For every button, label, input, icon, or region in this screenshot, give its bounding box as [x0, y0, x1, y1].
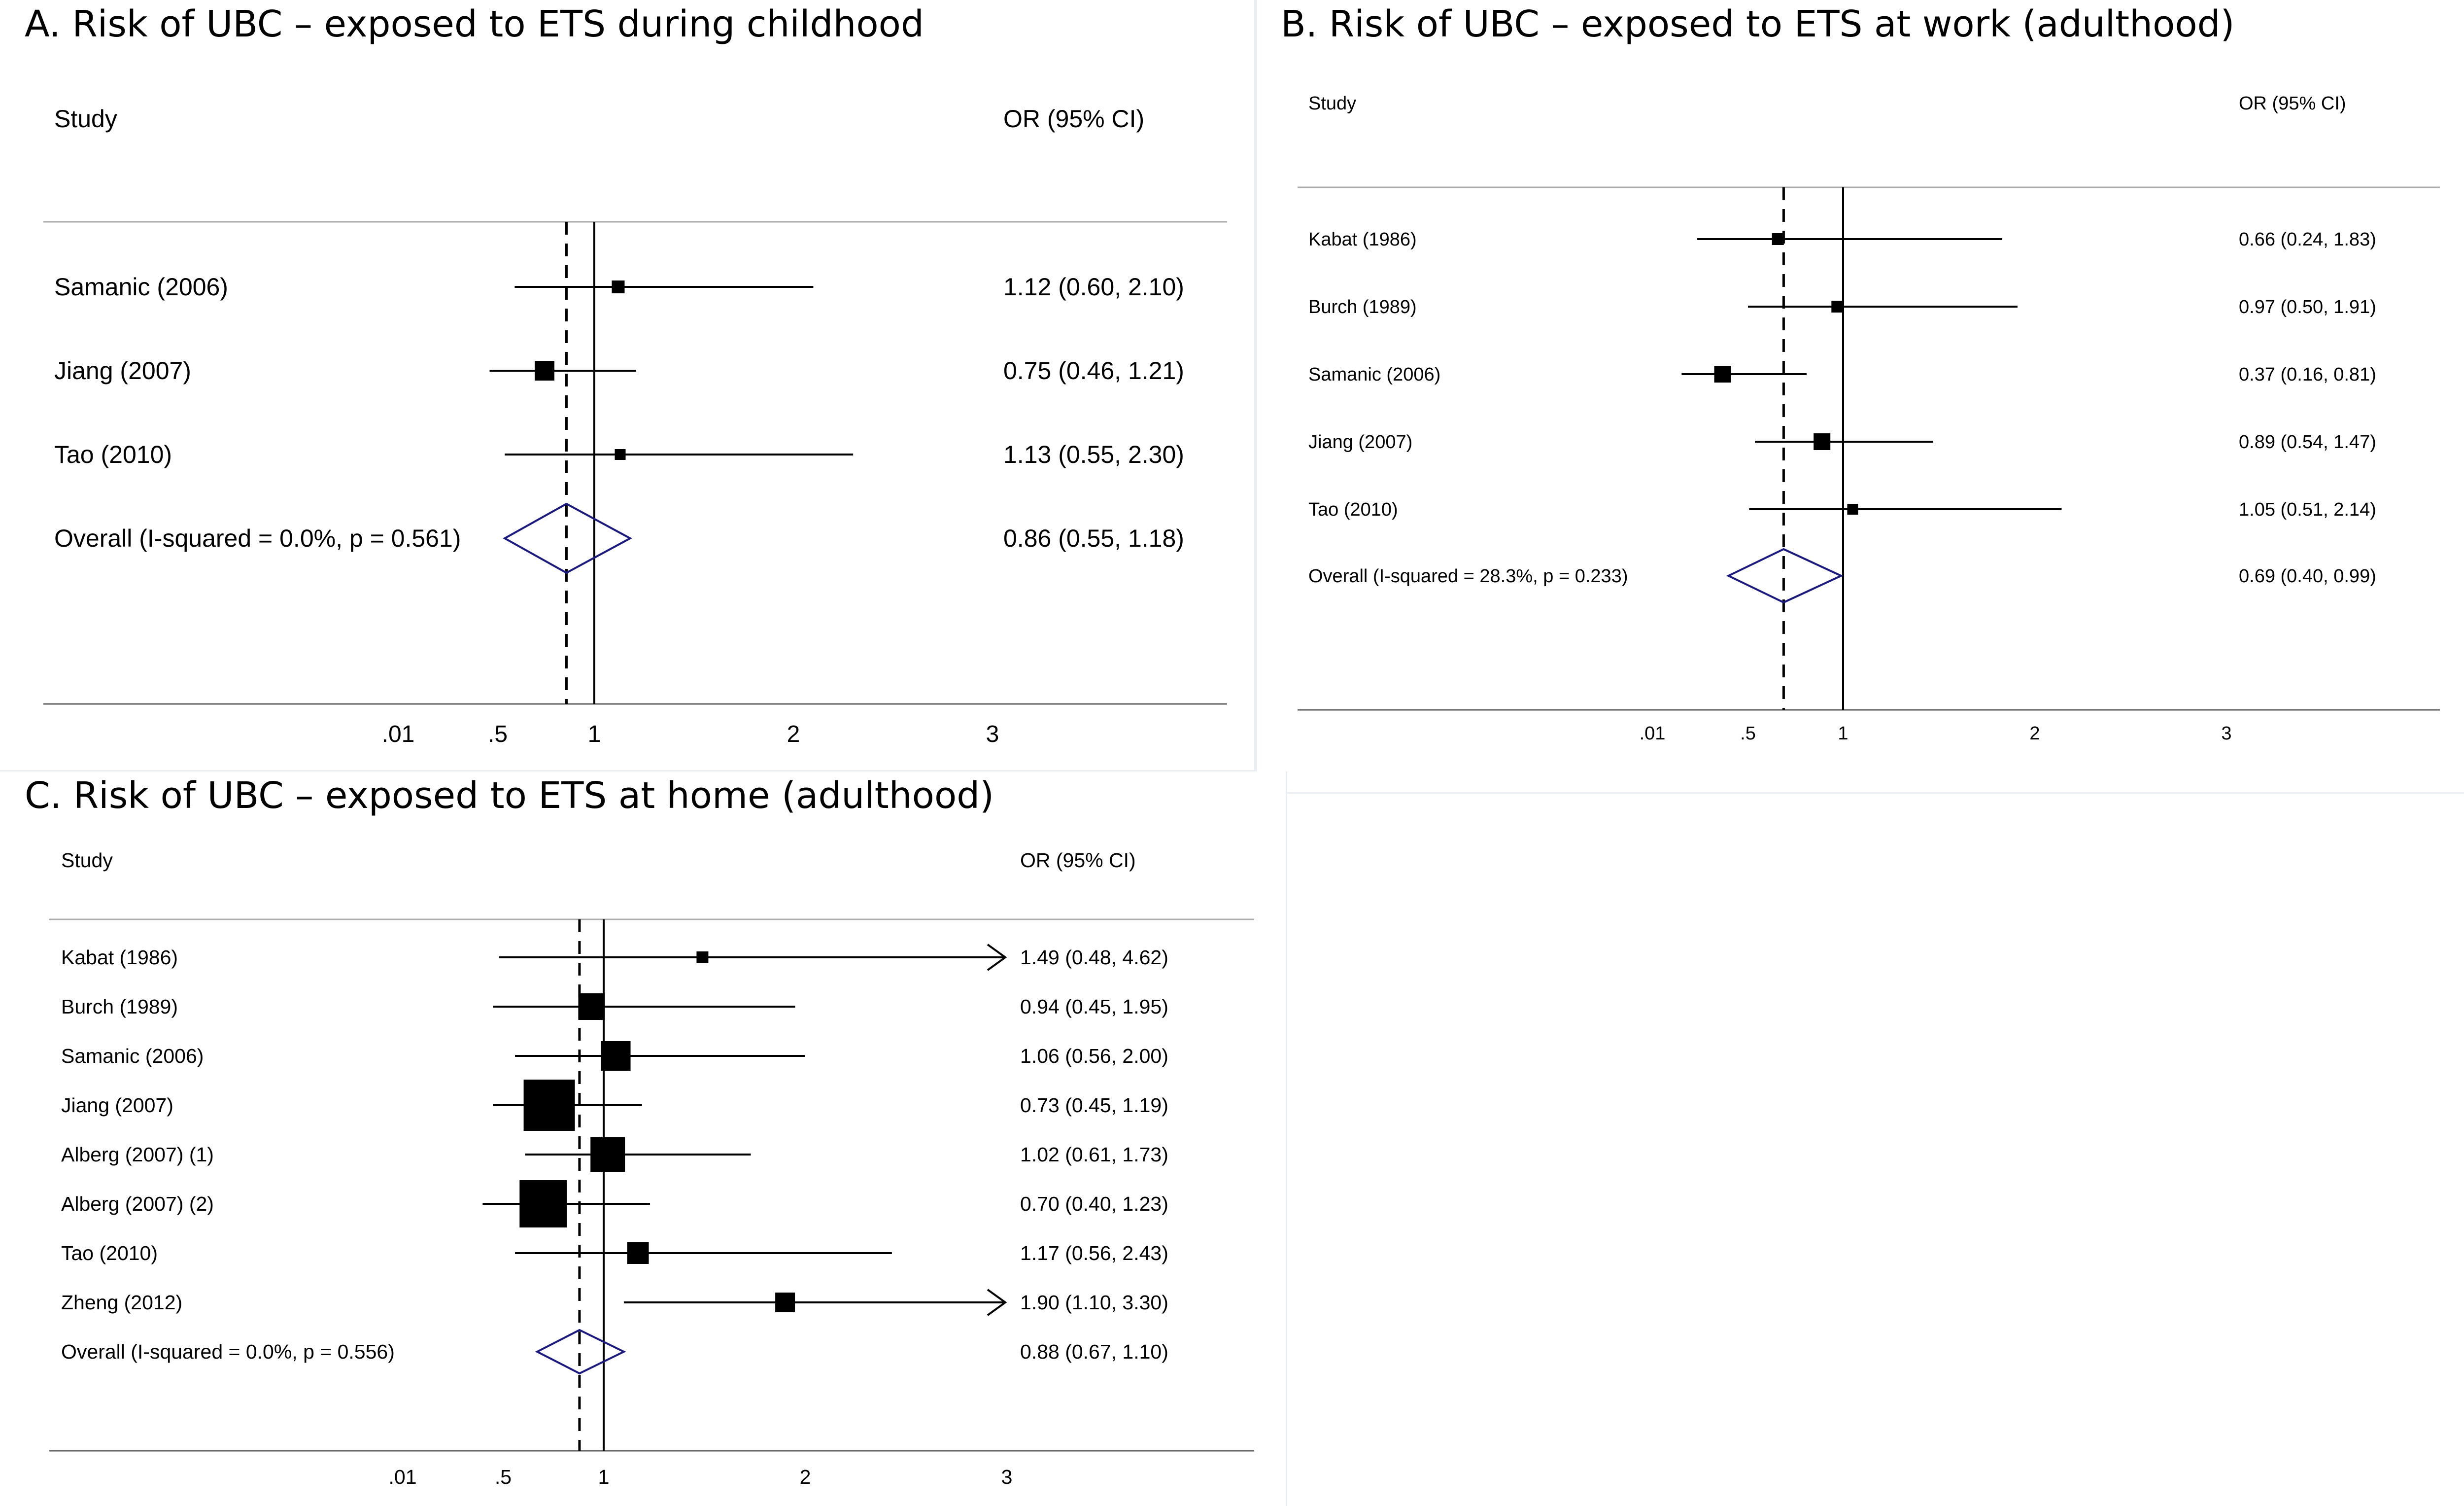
point-estimate-burch-1989 — [1831, 301, 1844, 313]
point-estimate-samanic-2006 — [1714, 366, 1731, 383]
forest-panel-c: C. Risk of UBC – exposed to ETS at home … — [0, 771, 1287, 1506]
study-label-tao-2010: Tao (2010) — [1308, 499, 1398, 520]
study-label-tao-2010: Tao (2010) — [61, 1242, 158, 1264]
panel-b-title: B. Risk of UBC – exposed to ETS at work … — [1281, 3, 2235, 45]
or-ci-value-alberg-2007-2: 0.70 (0.40, 1.23) — [1020, 1192, 1168, 1215]
or-ci-column-header: OR (95% CI) — [1020, 849, 1136, 872]
x-tick-label: .01 — [389, 1466, 417, 1488]
panel-a-title: A. Risk of UBC – exposed to ETS during c… — [25, 3, 924, 45]
x-tick-label: 2 — [787, 721, 800, 747]
study-label-tao-2010: Tao (2010) — [54, 441, 172, 468]
ci-arrow-zheng-2012 — [987, 1289, 1007, 1316]
or-ci-column-header: OR (95% CI) — [1003, 105, 1144, 133]
forest-plot-a: Study OR (95% CI) .01 .5 1 2 3 Samanic (2006) 1.… — [43, 105, 1227, 747]
or-ci-value-zheng-2012: 1.90 (1.10, 3.30) — [1020, 1291, 1168, 1314]
or-ci-value-jiang-2007: 0.73 (0.45, 1.19) — [1020, 1094, 1168, 1117]
point-estimate-tao-2010 — [615, 449, 626, 460]
study-column-header: Study — [1308, 93, 1356, 114]
point-estimate-jiang-2007 — [1814, 433, 1831, 450]
or-ci-value-tao-2010: 1.13 (0.55, 2.30) — [1003, 441, 1184, 468]
point-estimate-burch-1989 — [578, 993, 605, 1020]
study-label-kabat-1986: Kabat (1986) — [61, 946, 178, 969]
overall-or-ci-value: 0.69 (0.40, 0.99) — [2239, 566, 2376, 587]
x-tick-label: 1 — [1838, 723, 1848, 744]
or-ci-value-tao-2010: 1.17 (0.56, 2.43) — [1020, 1242, 1168, 1264]
study-label-burch-1989: Burch (1989) — [61, 995, 178, 1018]
panel-c-title: C. Risk of UBC – exposed to ETS at home … — [25, 774, 994, 817]
x-tick-label: 3 — [986, 721, 999, 747]
study-label-jiang-2007: Jiang (2007) — [54, 357, 191, 385]
study-column-header: Study — [61, 849, 113, 872]
forest-panel-a: A. Risk of UBC – exposed to ETS during c… — [0, 0, 1256, 771]
study-label-samanic-2006: Samanic (2006) — [1308, 364, 1440, 385]
or-ci-value-burch-1989: 0.94 (0.45, 1.95) — [1020, 995, 1168, 1018]
point-estimate-tao-2010 — [1847, 504, 1858, 515]
overall-pooled-diamond — [503, 502, 632, 574]
point-estimate-kabat-1986 — [696, 951, 709, 963]
study-label-alberg-2007-2: Alberg (2007) (2) — [61, 1192, 214, 1215]
study-column-header: Study — [54, 105, 117, 133]
point-estimate-samanic-2006 — [612, 280, 625, 293]
or-ci-value-tao-2010: 1.05 (0.51, 2.14) — [2239, 499, 2376, 520]
or-ci-value-jiang-2007: 0.75 (0.46, 1.21) — [1003, 357, 1184, 385]
or-ci-value-kabat-1986: 0.66 (0.24, 1.83) — [2239, 229, 2376, 250]
overall-pooled-diamond — [535, 1329, 626, 1375]
x-tick-label: 1 — [588, 721, 601, 747]
forest-panel-b: B. Risk of UBC – exposed to ETS at work … — [1256, 0, 2464, 794]
or-ci-value-alberg-2007-1: 1.02 (0.61, 1.73) — [1020, 1143, 1168, 1166]
or-ci-value-samanic-2006: 0.37 (0.16, 0.81) — [2239, 364, 2376, 385]
or-ci-value-samanic-2006: 1.12 (0.60, 2.10) — [1003, 273, 1184, 301]
study-label-kabat-1986: Kabat (1986) — [1308, 229, 1417, 250]
forest-plot-b: Study OR (95% CI) .01 .5 1 2 3 Kabat (1986) 0.66… — [1298, 93, 2440, 744]
overall-label: Overall (I-squared = 0.0%, p = 0.556) — [61, 1340, 395, 1363]
study-label-jiang-2007: Jiang (2007) — [1308, 432, 1412, 453]
point-estimate-kabat-1986 — [1772, 233, 1784, 245]
overall-pooled-diamond — [1726, 548, 1844, 604]
or-ci-column-header: OR (95% CI) — [2239, 93, 2346, 114]
study-label-samanic-2006: Samanic (2006) — [61, 1045, 204, 1067]
overall-label: Overall (I-squared = 0.0%, p = 0.561) — [54, 525, 461, 552]
x-tick-label: 2 — [2029, 723, 2040, 744]
or-ci-value-kabat-1986: 1.49 (0.48, 4.62) — [1020, 946, 1168, 969]
point-estimate-alberg-2007-2 — [519, 1180, 567, 1227]
point-estimate-zheng-2012 — [775, 1293, 795, 1312]
x-tick-label: .5 — [1740, 723, 1756, 744]
x-tick-label: .01 — [1640, 723, 1666, 744]
ci-arrow-kabat-1986 — [987, 944, 1007, 971]
x-tick-label: 1 — [598, 1466, 610, 1488]
study-label-alberg-2007-1: Alberg (2007) (1) — [61, 1143, 214, 1166]
x-tick-label: 3 — [1001, 1466, 1013, 1488]
study-label-burch-1989: Burch (1989) — [1308, 297, 1417, 317]
overall-label: Overall (I-squared = 28.3%, p = 0.233) — [1308, 566, 1628, 587]
study-label-jiang-2007: Jiang (2007) — [61, 1094, 173, 1117]
or-ci-value-samanic-2006: 1.06 (0.56, 2.00) — [1020, 1045, 1168, 1067]
x-tick-label: 2 — [800, 1466, 811, 1488]
overall-or-ci-value: 0.86 (0.55, 1.18) — [1003, 525, 1184, 552]
forest-plot-c: Study OR (95% CI) .01 .5 1 2 3 Kabat (1986) 1.49… — [49, 849, 1254, 1488]
or-ci-value-jiang-2007: 0.89 (0.54, 1.47) — [2239, 432, 2376, 453]
study-label-samanic-2006: Samanic (2006) — [54, 273, 228, 301]
or-ci-value-burch-1989: 0.97 (0.50, 1.91) — [2239, 297, 2376, 317]
point-estimate-jiang-2007 — [535, 361, 554, 381]
point-estimate-jiang-2007 — [523, 1080, 575, 1131]
x-tick-label: .5 — [495, 1466, 512, 1488]
study-label-zheng-2012: Zheng (2012) — [61, 1291, 182, 1314]
point-estimate-alberg-2007-1 — [590, 1137, 625, 1172]
point-estimate-samanic-2006 — [601, 1041, 631, 1071]
x-tick-label: .5 — [488, 721, 508, 747]
overall-or-ci-value: 0.88 (0.67, 1.10) — [1020, 1340, 1168, 1363]
x-tick-label: .01 — [382, 721, 415, 747]
x-tick-label: 3 — [2221, 723, 2231, 744]
point-estimate-tao-2010 — [627, 1242, 649, 1264]
